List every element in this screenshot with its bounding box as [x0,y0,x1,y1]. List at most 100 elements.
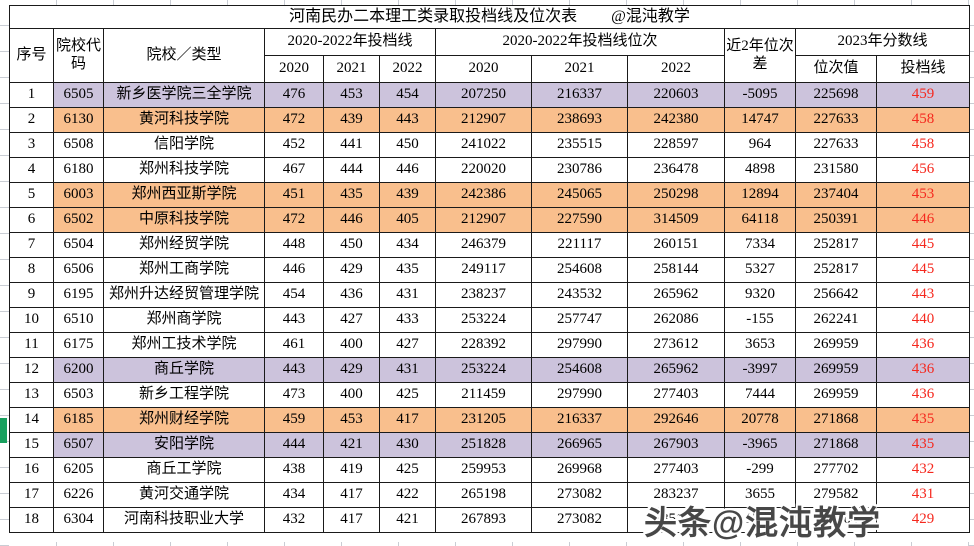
row-number-cell[interactable]: 18 [9,507,54,533]
rank-2021-cell[interactable]: 269968 [531,457,628,483]
line-2021-cell[interactable]: 453 [323,407,380,433]
row-number-cell[interactable]: 15 [9,432,54,458]
line-2023-cell[interactable]: 436 [875,357,971,383]
rank-2020-cell[interactable]: 249117 [435,257,532,283]
rank-2022-cell[interactable]: 285152 [627,507,725,533]
rank-2020-cell[interactable]: 246379 [435,232,532,258]
school-code-cell[interactable]: 6226 [53,482,104,508]
rank-2020-cell[interactable]: 228392 [435,332,532,358]
rank-2022-cell[interactable]: 267903 [627,432,725,458]
line-2022-cell[interactable]: 431 [379,282,436,308]
header-line-value[interactable]: 投档线 [875,55,971,83]
rank-2020-cell[interactable]: 212907 [435,207,532,233]
row-number-cell[interactable]: 8 [9,257,54,283]
school-code-cell[interactable]: 6200 [53,357,104,383]
rank-diff-cell[interactable]: -3997 [724,357,796,383]
school-name-cell[interactable]: 信阳学院 [103,132,265,158]
school-name-cell[interactable]: 郑州工商学院 [103,257,265,283]
line-2022-cell[interactable]: 450 [379,132,436,158]
rank-2020-cell[interactable]: 231205 [435,407,532,433]
rank-diff-cell[interactable]: 20778 [724,407,796,433]
school-name-cell[interactable]: 郑州财经学院 [103,407,265,433]
rank-2023-cell[interactable]: 250391 [795,207,877,233]
rank-2023-cell[interactable]: 262241 [795,307,877,333]
line-2020-cell[interactable]: 461 [264,332,324,358]
rank-diff-cell[interactable]: -299 [724,457,796,483]
rank-2022-cell[interactable]: 292646 [627,407,725,433]
rank-diff-cell[interactable]: -3965 [724,432,796,458]
header-group-line[interactable]: 2020-2022年投档线 [264,28,436,56]
school-name-cell[interactable]: 黄河科技学院 [103,107,265,133]
rank-2021-cell[interactable]: 216337 [531,407,628,433]
school-name-cell[interactable]: 商丘工学院 [103,457,265,483]
rank-2020-cell[interactable]: 253224 [435,357,532,383]
line-2022-cell[interactable]: 425 [379,457,436,483]
school-code-cell[interactable]: 6508 [53,132,104,158]
line-2020-cell[interactable]: 451 [264,182,324,208]
rank-2021-cell[interactable]: 257747 [531,307,628,333]
rank-2020-cell[interactable]: 259953 [435,457,532,483]
school-code-cell[interactable]: 6130 [53,107,104,133]
line-2021-cell[interactable]: 429 [323,257,380,283]
school-code-cell[interactable]: 6185 [53,407,104,433]
rank-2021-cell[interactable]: 227590 [531,207,628,233]
line-2020-cell[interactable]: 432 [264,507,324,533]
line-2022-cell[interactable]: 425 [379,382,436,408]
school-name-cell[interactable]: 郑州商学院 [103,307,265,333]
rank-2023-cell[interactable]: 252817 [795,232,877,258]
rank-2023-cell[interactable]: 283404 [795,507,877,533]
rank-diff-cell[interactable]: 7444 [724,382,796,408]
line-2020-cell[interactable]: 446 [264,257,324,283]
rank-diff-cell[interactable]: 964 [724,132,796,158]
school-code-cell[interactable]: 6510 [53,307,104,333]
line-2021-cell[interactable]: 439 [323,107,380,133]
line-2021-cell[interactable]: 436 [323,282,380,308]
rank-2023-cell[interactable]: 277702 [795,457,877,483]
line-2021-cell[interactable]: 417 [323,507,380,533]
rank-2022-cell[interactable]: 283237 [627,482,725,508]
line-2023-cell[interactable]: 435 [875,407,971,433]
school-code-cell[interactable]: 6504 [53,232,104,258]
line-2020-cell[interactable]: 454 [264,282,324,308]
rank-2021-cell[interactable]: 235515 [531,132,628,158]
school-code-cell[interactable]: 6304 [53,507,104,533]
header-line-2021[interactable]: 2021 [323,55,380,83]
line-2020-cell[interactable]: 443 [264,357,324,383]
line-2021-cell[interactable]: 435 [323,182,380,208]
school-code-cell[interactable]: 6502 [53,207,104,233]
rank-diff-cell[interactable]: 9320 [724,282,796,308]
rank-2023-cell[interactable]: 269959 [795,357,877,383]
rank-2021-cell[interactable]: 221117 [531,232,628,258]
header-name[interactable]: 院校／类型 [103,28,265,83]
row-number-cell[interactable]: 14 [9,407,54,433]
school-code-cell[interactable]: 6503 [53,382,104,408]
school-name-cell[interactable]: 商丘学院 [103,357,265,383]
header-rank-2022[interactable]: 2022 [627,55,725,83]
header-rank-2021[interactable]: 2021 [531,55,628,83]
line-2020-cell[interactable]: 443 [264,307,324,333]
line-2023-cell[interactable]: 440 [875,307,971,333]
rank-2020-cell[interactable]: 238237 [435,282,532,308]
rank-2021-cell[interactable]: 230786 [531,157,628,183]
rank-2020-cell[interactable]: 251828 [435,432,532,458]
row-number-cell[interactable]: 17 [9,482,54,508]
row-number-cell[interactable]: 4 [9,157,54,183]
rank-2023-cell[interactable]: 256642 [795,282,877,308]
rank-2023-cell[interactable]: 271868 [795,407,877,433]
school-name-cell[interactable]: 新乡工程学院 [103,382,265,408]
row-number-cell[interactable]: 7 [9,232,54,258]
line-2023-cell[interactable]: 429 [875,507,971,533]
line-2023-cell[interactable]: 445 [875,232,971,258]
rank-diff-cell[interactable]: 3655 [724,482,796,508]
line-2022-cell[interactable]: 405 [379,207,436,233]
rank-2020-cell[interactable]: 212907 [435,107,532,133]
school-code-cell[interactable]: 6195 [53,282,104,308]
rank-diff-cell[interactable]: 12894 [724,182,796,208]
rank-2022-cell[interactable]: 258144 [627,257,725,283]
row-number-cell[interactable]: 12 [9,357,54,383]
line-2020-cell[interactable]: 448 [264,232,324,258]
row-number-cell[interactable]: 9 [9,282,54,308]
row-number-cell[interactable]: 11 [9,332,54,358]
rank-2020-cell[interactable]: 207250 [435,82,532,108]
rank-2021-cell[interactable]: 243532 [531,282,628,308]
